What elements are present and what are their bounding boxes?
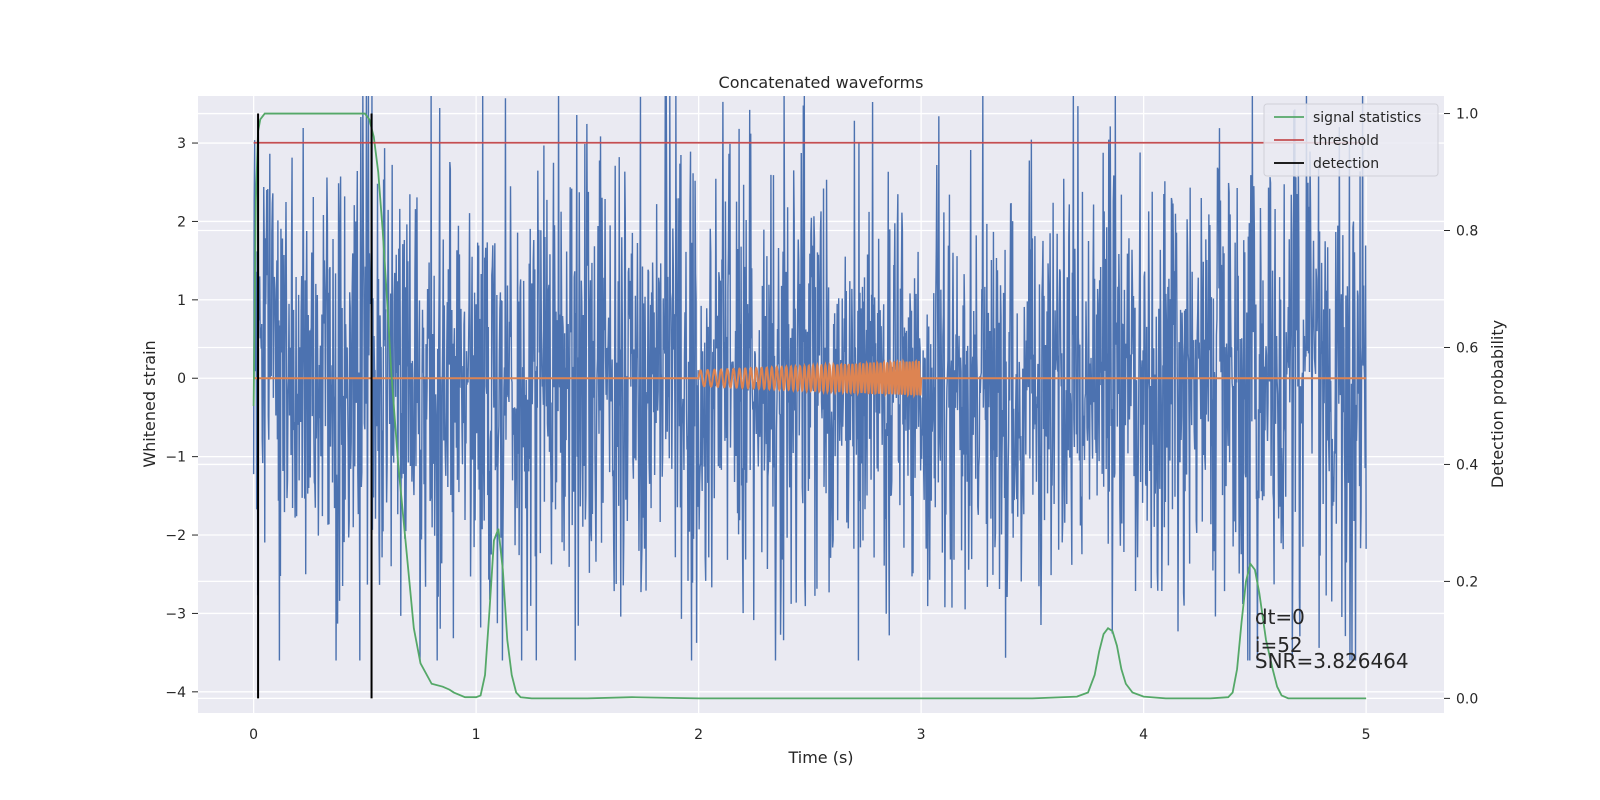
y-tick-label: −1 [165,450,186,466]
y2-tick-label: 0.0 [1456,691,1478,707]
y-tick-label: −3 [165,606,186,622]
y2-axis-label: Detection probability [1488,320,1507,488]
x-tick-label: 0 [249,727,258,743]
chirp-waveform-line [253,358,1367,399]
y-tick-label: 2 [177,214,186,230]
legend-label-threshold: threshold [1313,133,1379,149]
y2-tick-label: 0.6 [1456,340,1478,356]
legend-label-detection: detection [1313,156,1379,172]
y-tick-label: −4 [165,685,186,701]
y2-tick-label: 1.0 [1456,107,1478,123]
x-tick-label: 3 [917,727,926,743]
y2-tick-label: 0.4 [1456,457,1478,473]
y-tick-label: 1 [177,293,186,309]
annotation-block: dt=0 i=52 SNR=3.826464 [1255,605,1409,673]
legend-frame [1263,103,1439,177]
annotation-dt: dt=0 [1255,605,1305,629]
x-axis-label: Time (s) [787,748,853,767]
y2-tick-label: 0.8 [1456,224,1478,240]
x-tick-label: 1 [472,727,481,743]
chart-title: Concatenated waveforms [719,73,924,92]
legend: signal statistics threshold detection [1263,103,1439,177]
x-tick-label: 2 [694,727,703,743]
series-layer [252,95,1367,700]
legend-label-signal-statistics: signal statistics [1313,110,1421,126]
annotation-index: i=52 [1255,633,1303,657]
ticks: 0 1 2 3 4 5 −4 −3 −2 −1 0 1 2 3 0.0 0.2 0.4 0.6 0.8 1.0 [165,107,1478,743]
y-tick-label: −2 [165,528,186,544]
y-axis-label: Whitened strain [140,340,159,467]
y2-tick-label: 0.2 [1456,574,1478,590]
strain-noise-line [252,95,1367,661]
y-tick-label: 0 [177,371,186,387]
x-tick-label: 4 [1139,727,1148,743]
x-tick-label: 5 [1362,727,1371,743]
y-tick-label: 3 [177,136,186,152]
annotation-snr: SNR=3.826464 [1255,649,1409,673]
